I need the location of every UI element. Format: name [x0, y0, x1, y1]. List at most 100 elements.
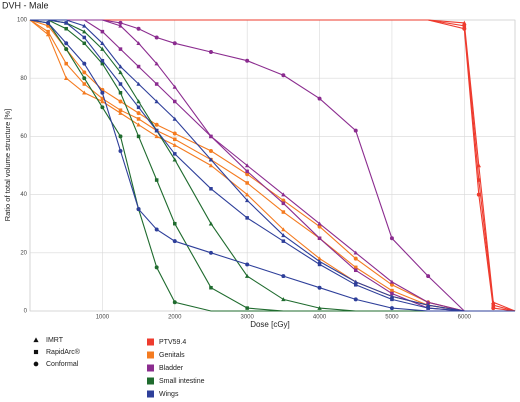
marker [172, 300, 177, 305]
marker [317, 224, 322, 229]
marker [245, 306, 249, 310]
marker [172, 157, 177, 162]
marker [209, 134, 213, 139]
marker [353, 128, 358, 133]
x-tick-label: 5000 [385, 315, 399, 321]
marker [245, 216, 249, 220]
marker [244, 163, 250, 168]
marker [476, 192, 481, 197]
marker [154, 265, 159, 270]
marker [136, 207, 141, 212]
marker [154, 82, 159, 86]
marker [245, 262, 250, 267]
marker [353, 279, 358, 284]
marker [425, 300, 431, 305]
marker [100, 61, 105, 66]
x-tick-label: 4000 [313, 315, 327, 321]
marker [208, 163, 214, 168]
marker [46, 20, 51, 25]
marker [317, 305, 322, 310]
marker [82, 29, 87, 34]
marker [82, 90, 87, 95]
y-tick-label: 40 [20, 192, 27, 198]
marker [136, 134, 141, 139]
marker [208, 221, 214, 226]
marker [281, 239, 286, 243]
marker [173, 137, 177, 142]
marker [462, 26, 467, 31]
marker [317, 285, 322, 290]
marker [317, 221, 322, 226]
marker [82, 23, 87, 28]
marker [154, 122, 159, 127]
marker [118, 134, 123, 139]
marker [64, 61, 68, 66]
marker [46, 29, 50, 34]
marker [462, 24, 467, 28]
marker [244, 273, 250, 278]
marker [208, 157, 214, 162]
legend-swatch [147, 390, 154, 398]
marker [209, 187, 213, 191]
y-tick-label: 60 [20, 134, 27, 140]
marker [281, 198, 286, 203]
marker [136, 99, 141, 104]
marker [281, 297, 286, 302]
marker [136, 111, 141, 116]
marker [390, 297, 394, 302]
marker [118, 110, 123, 115]
y-tick-label: 20 [20, 250, 27, 256]
marker [317, 236, 322, 241]
x-tick-label: 3000 [240, 315, 254, 321]
marker [173, 221, 177, 226]
legend-swatch [147, 351, 154, 359]
marker [136, 64, 141, 69]
marker [100, 105, 105, 110]
legend-marker [33, 349, 39, 355]
marker [100, 41, 105, 46]
marker [281, 192, 286, 197]
legend-label: PTV59.4 [159, 339, 186, 346]
marker [173, 99, 177, 104]
marker [209, 285, 213, 290]
legend-label: Small intestine [159, 378, 205, 385]
marker [389, 236, 394, 241]
marker [477, 178, 481, 182]
marker [317, 259, 322, 264]
marker [281, 274, 286, 279]
marker [389, 294, 395, 299]
x-tick-label: 1000 [96, 315, 110, 321]
marker [353, 250, 358, 255]
marker [82, 76, 87, 81]
marker [136, 81, 141, 86]
marker [118, 20, 123, 25]
marker [154, 99, 159, 104]
marker [208, 50, 213, 54]
marker [491, 306, 496, 311]
marker [353, 283, 358, 287]
marker [172, 41, 177, 46]
marker [82, 35, 87, 40]
dvh-curve [29, 19, 515, 312]
marker [172, 84, 177, 89]
marker [118, 148, 123, 153]
marker [118, 82, 123, 86]
legend-label: RapidArc® [46, 348, 81, 356]
marker [136, 105, 141, 110]
marker [244, 192, 250, 197]
marker [154, 178, 159, 182]
marker [136, 117, 141, 121]
marker [118, 70, 123, 75]
marker [118, 108, 123, 112]
marker [281, 210, 286, 214]
marker [64, 47, 69, 52]
y-tick-label: 100 [17, 18, 28, 24]
x-axis-label: Dose [cGy] [250, 320, 290, 329]
marker [426, 306, 430, 310]
y-tick-label: 80 [20, 76, 27, 82]
marker [389, 306, 394, 311]
marker [136, 122, 141, 127]
marker [100, 29, 105, 34]
marker [154, 35, 159, 40]
marker [118, 47, 123, 51]
